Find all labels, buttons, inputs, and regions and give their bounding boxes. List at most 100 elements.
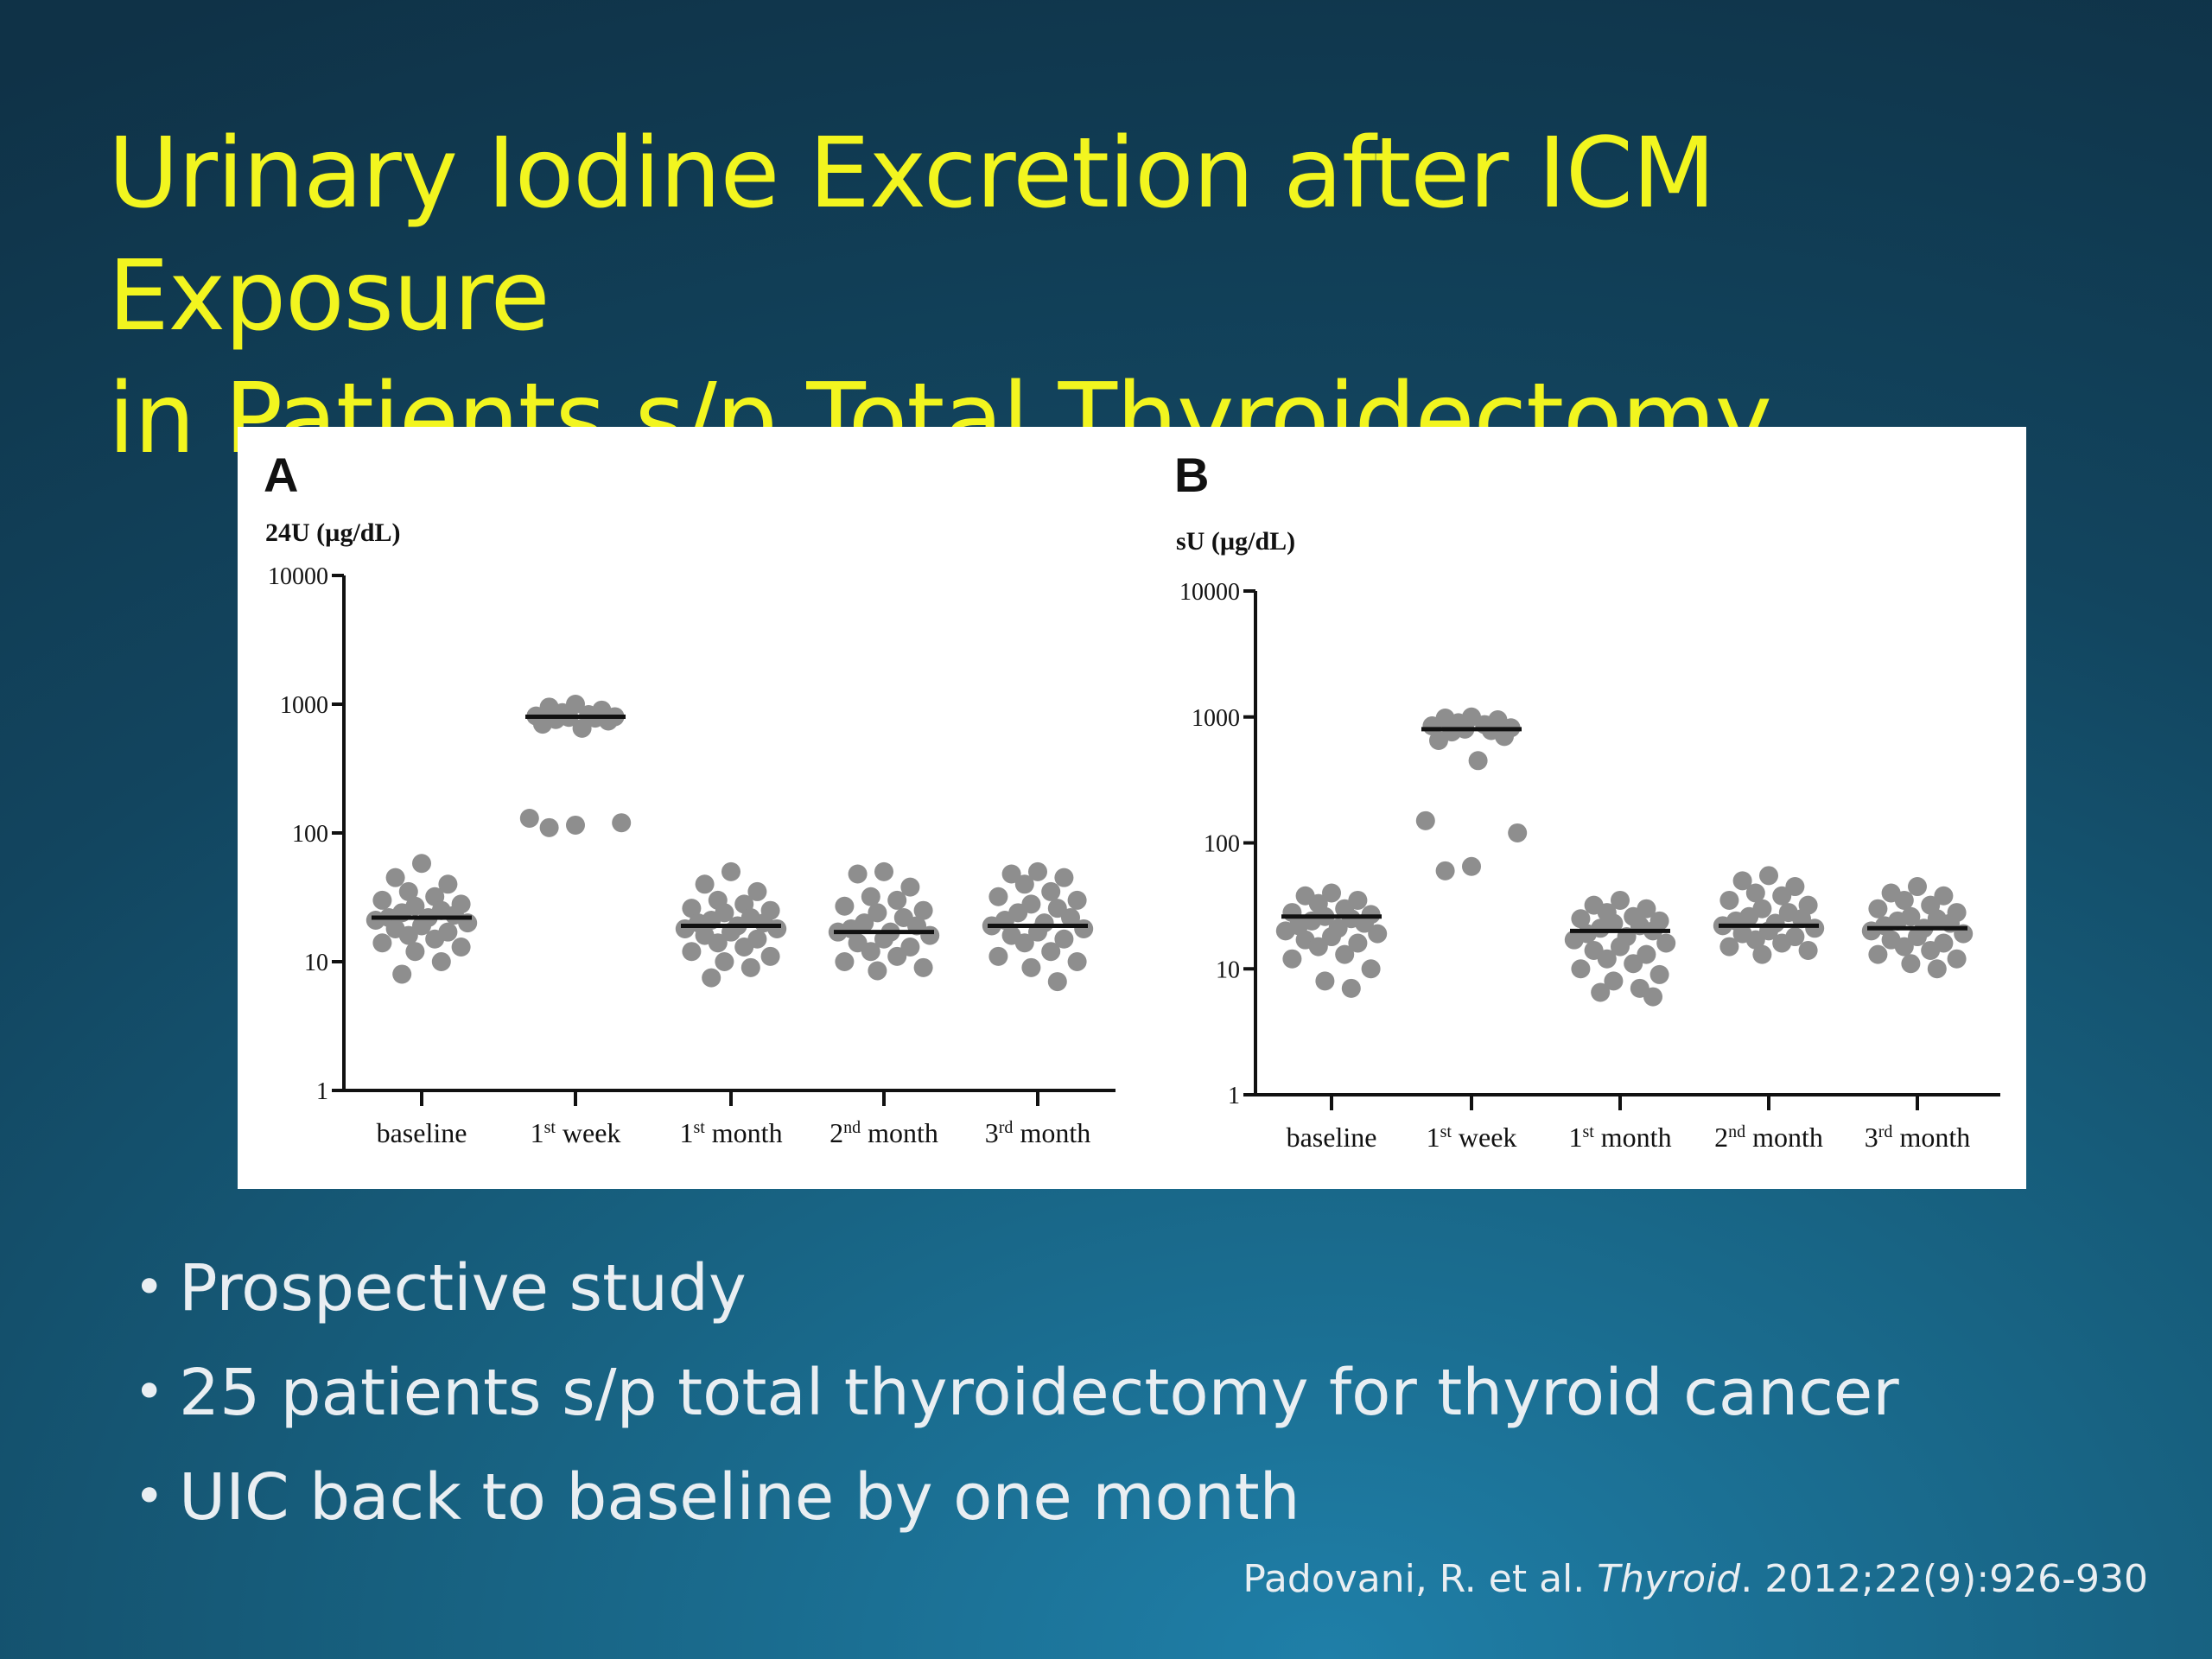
panel-a-data-point bbox=[385, 868, 405, 887]
panel-b-data-point bbox=[1282, 949, 1302, 969]
panel-a-data-point bbox=[1067, 890, 1087, 910]
bullet-icon: • bbox=[134, 1257, 165, 1318]
panel-b-data-point bbox=[1429, 731, 1448, 751]
panel-a-data-point bbox=[1028, 861, 1047, 881]
bullet-item: • UIC back to baseline by one month bbox=[134, 1445, 1899, 1549]
panel-a-data-point bbox=[900, 938, 920, 957]
panel-a-data-point bbox=[988, 887, 1008, 906]
panel-b-data-point bbox=[1934, 886, 1954, 906]
panel-b-ytick-label: 10000 bbox=[1179, 579, 1240, 606]
panel-b-data-point bbox=[1894, 890, 1914, 910]
panel-a-letter: A bbox=[264, 448, 298, 502]
panel-b-ylabel: sU (µg/dL) bbox=[1176, 527, 1295, 556]
figure-panel: A 24U (µg/dL) 1 10 100 1000 10000 baseline 1st w… bbox=[238, 427, 2026, 1189]
panel-a-data-point bbox=[572, 718, 592, 738]
panel-b-data-point bbox=[1719, 937, 1739, 957]
panel-a-data-point bbox=[1054, 868, 1074, 887]
panel-b-xtick-label: 1st week bbox=[1427, 1122, 1517, 1153]
panel-b-data-point bbox=[1656, 933, 1676, 953]
panel-b-letter: B bbox=[1174, 448, 1209, 502]
panel-b-data-point bbox=[1745, 883, 1765, 903]
panel-b-data-point bbox=[1341, 978, 1361, 998]
panel-a-data-point bbox=[1014, 933, 1034, 953]
citation-rest: . 2012;22(9):926-930 bbox=[1740, 1557, 2148, 1601]
panel-b-data-point bbox=[1868, 899, 1888, 918]
panel-a-ytick-label: 10 bbox=[304, 950, 328, 976]
panel-a-data-point bbox=[1074, 918, 1094, 938]
panel-a-data-point bbox=[1054, 929, 1074, 949]
panel-b-data-point bbox=[1611, 937, 1630, 957]
panel-b-data-point bbox=[1508, 823, 1528, 842]
panel-a-data-point bbox=[431, 952, 451, 971]
panel-a-data-point bbox=[392, 964, 412, 984]
panel-a-ytick-label: 1 bbox=[316, 1078, 328, 1105]
panel-a-data-point bbox=[533, 715, 552, 734]
panel-a-data-point bbox=[861, 887, 880, 906]
panel-b-data-point bbox=[1732, 871, 1752, 891]
panel-b-data-point bbox=[1947, 949, 1967, 969]
panel-b-data-point bbox=[1435, 861, 1455, 880]
panel-a-data-point bbox=[868, 961, 887, 981]
panel-b-data-point bbox=[1643, 987, 1662, 1007]
panel-a-data-point bbox=[1014, 874, 1034, 894]
panel-a-xtick-label: baseline bbox=[377, 1117, 467, 1148]
bullet-item: • Prospective study bbox=[134, 1236, 1899, 1340]
panel-b-data-point bbox=[1798, 940, 1818, 960]
panel-a-data-point bbox=[682, 942, 702, 962]
panel-b-data-point bbox=[1624, 954, 1643, 974]
citation-authors: Padovani, R. et al. bbox=[1243, 1557, 1586, 1601]
panel-a-data-point bbox=[398, 881, 418, 901]
citation: Padovani, R. et al. Thyroid. 2012;22(9):… bbox=[1243, 1557, 2148, 1601]
panel-a-data-point bbox=[1041, 942, 1061, 962]
panel-a-ytick-label: 10000 bbox=[268, 563, 328, 590]
panel-b-data-point bbox=[1315, 971, 1335, 991]
panel-a-data-point bbox=[412, 916, 431, 936]
panel-a-xtick-label: 2nd month bbox=[830, 1117, 938, 1148]
panel-b-data-point bbox=[1927, 959, 1947, 979]
slide-title: Urinary Iodine Excretion after ICM Expos… bbox=[108, 112, 2121, 480]
panel-b-data-point bbox=[1597, 949, 1617, 969]
bullet-icon: • bbox=[134, 1466, 165, 1527]
panel-a-data-point bbox=[1021, 957, 1041, 977]
panel-b-data-point bbox=[1604, 971, 1624, 991]
panel-a-data-point bbox=[425, 929, 445, 949]
panel-a-data-point bbox=[519, 809, 539, 829]
panel-a-data-point bbox=[365, 910, 385, 930]
bullet-text: 25 patients s/p total thyroidectomy for … bbox=[179, 1356, 1899, 1430]
bullet-text: Prospective study bbox=[179, 1251, 747, 1325]
panel-a-data-point bbox=[900, 877, 920, 897]
panel-b-data-point bbox=[1368, 924, 1388, 944]
panel-a-data-point bbox=[695, 874, 715, 894]
panel-a-data-point bbox=[1047, 972, 1067, 992]
panel-a-data-point bbox=[741, 957, 760, 977]
panel-b-data-point bbox=[1745, 930, 1765, 950]
panel-b-data-point bbox=[1772, 886, 1792, 906]
slide-title-line1: Urinary Iodine Excretion after ICM Expos… bbox=[108, 118, 1716, 353]
panel-b-xtick-label: 1st month bbox=[1568, 1122, 1671, 1153]
panel-a-data-point bbox=[702, 968, 721, 988]
panel-b-data-point bbox=[1462, 856, 1481, 876]
panel-b-data-point bbox=[1649, 964, 1669, 984]
panel-b-data-point bbox=[1468, 751, 1488, 771]
panel-a-data-point bbox=[747, 881, 767, 901]
panel-a-data-point bbox=[874, 861, 893, 881]
panel-b-data-point bbox=[1322, 927, 1341, 947]
panel-b-data-point bbox=[1571, 909, 1591, 929]
panel-b-data-point bbox=[1908, 877, 1927, 897]
panel-a-data-point bbox=[438, 874, 458, 894]
citation-journal: Thyroid bbox=[1597, 1557, 1741, 1601]
panel-b-data-point bbox=[1772, 933, 1792, 953]
panel-a-ylabel: 24U (µg/dL) bbox=[265, 518, 400, 547]
panel-b-data-point bbox=[1564, 930, 1584, 950]
panel-a-data-point bbox=[835, 896, 855, 916]
panel-b-ytick-label: 100 bbox=[1204, 831, 1240, 858]
panel-b-data-point bbox=[1415, 810, 1435, 830]
panel-b-data-point bbox=[1571, 959, 1591, 979]
panel-b-data-point bbox=[1591, 982, 1611, 1002]
panel-a-data-point bbox=[861, 942, 880, 962]
panel-a-data-point bbox=[715, 952, 734, 971]
panel-a-data-point bbox=[988, 946, 1008, 966]
panel-b-data-point bbox=[1921, 940, 1941, 960]
panel-b-xtick-label: 2nd month bbox=[1714, 1122, 1823, 1153]
panel-a-data-point bbox=[1001, 864, 1021, 884]
